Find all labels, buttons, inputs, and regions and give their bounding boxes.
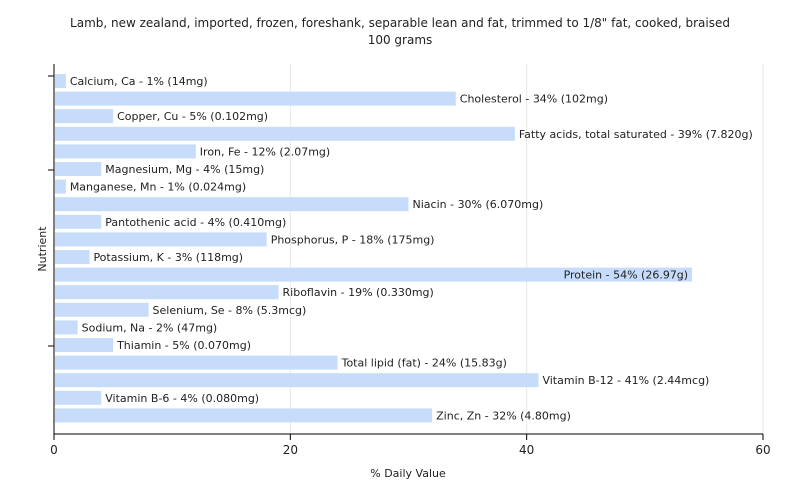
bar bbox=[55, 356, 338, 370]
bar bbox=[55, 285, 279, 299]
bar bbox=[55, 303, 149, 317]
bar-label: Vitamin B-6 - 4% (0.080mg) bbox=[105, 392, 259, 405]
bar-label: Iron, Fe - 12% (2.07mg) bbox=[200, 145, 330, 158]
bar-label: Fatty acids, total saturated - 39% (7.82… bbox=[519, 128, 753, 141]
bar bbox=[55, 250, 89, 264]
bar bbox=[55, 92, 456, 106]
x-tick-label: 0 bbox=[50, 443, 58, 457]
bar-label: Calcium, Ca - 1% (14mg) bbox=[70, 75, 208, 88]
bar bbox=[55, 232, 267, 246]
bar-label: Zinc, Zn - 32% (4.80mg) bbox=[436, 409, 571, 422]
bar bbox=[55, 320, 78, 334]
bar-label: Protein - 54% (26.97g) bbox=[564, 269, 689, 282]
bar bbox=[55, 180, 66, 194]
x-ticks: 0 20 40 60 bbox=[50, 434, 770, 457]
bar-label: Sodium, Na - 2% (47mg) bbox=[82, 321, 218, 334]
bar-label: Selenium, Se - 8% (5.3mcg) bbox=[153, 304, 307, 317]
bar bbox=[55, 144, 196, 158]
bar bbox=[55, 373, 538, 387]
bar-label: Magnesium, Mg - 4% (15mg) bbox=[105, 163, 264, 176]
x-axis-label: % Daily Value bbox=[370, 467, 446, 480]
bar bbox=[55, 109, 113, 123]
bar-label: Vitamin B-12 - 41% (2.44mcg) bbox=[542, 374, 709, 387]
bar-label: Copper, Cu - 5% (0.102mg) bbox=[117, 110, 268, 123]
bar bbox=[55, 391, 101, 405]
bar bbox=[55, 162, 101, 176]
bar-label: Thiamin - 5% (0.070mg) bbox=[116, 339, 251, 352]
bar-label: Manganese, Mn - 1% (0.024mg) bbox=[70, 181, 246, 194]
bar bbox=[55, 338, 113, 352]
bar bbox=[55, 215, 101, 229]
bar bbox=[55, 408, 432, 422]
bar-label: Niacin - 30% (6.070mg) bbox=[413, 198, 544, 211]
bar-label: Total lipid (fat) - 24% (15.83g) bbox=[341, 357, 507, 370]
bar-label: Potassium, K - 3% (118mg) bbox=[93, 251, 243, 264]
chart-subtitle: 100 grams bbox=[368, 33, 433, 47]
bar-label: Riboflavin - 19% (0.330mg) bbox=[283, 286, 434, 299]
bar-label: Cholesterol - 34% (102mg) bbox=[460, 93, 608, 106]
x-tick-label: 40 bbox=[519, 443, 534, 457]
bar bbox=[55, 74, 66, 88]
bar bbox=[55, 197, 409, 211]
chart-title: Lamb, new zealand, imported, frozen, for… bbox=[70, 16, 730, 30]
bar-label: Pantothenic acid - 4% (0.410mg) bbox=[105, 216, 286, 229]
bar-label: Phosphorus, P - 18% (175mg) bbox=[271, 233, 435, 246]
y-axis-label: Nutrient bbox=[36, 226, 49, 272]
x-tick-label: 60 bbox=[755, 443, 770, 457]
bar bbox=[55, 127, 515, 141]
x-tick-label: 20 bbox=[283, 443, 298, 457]
